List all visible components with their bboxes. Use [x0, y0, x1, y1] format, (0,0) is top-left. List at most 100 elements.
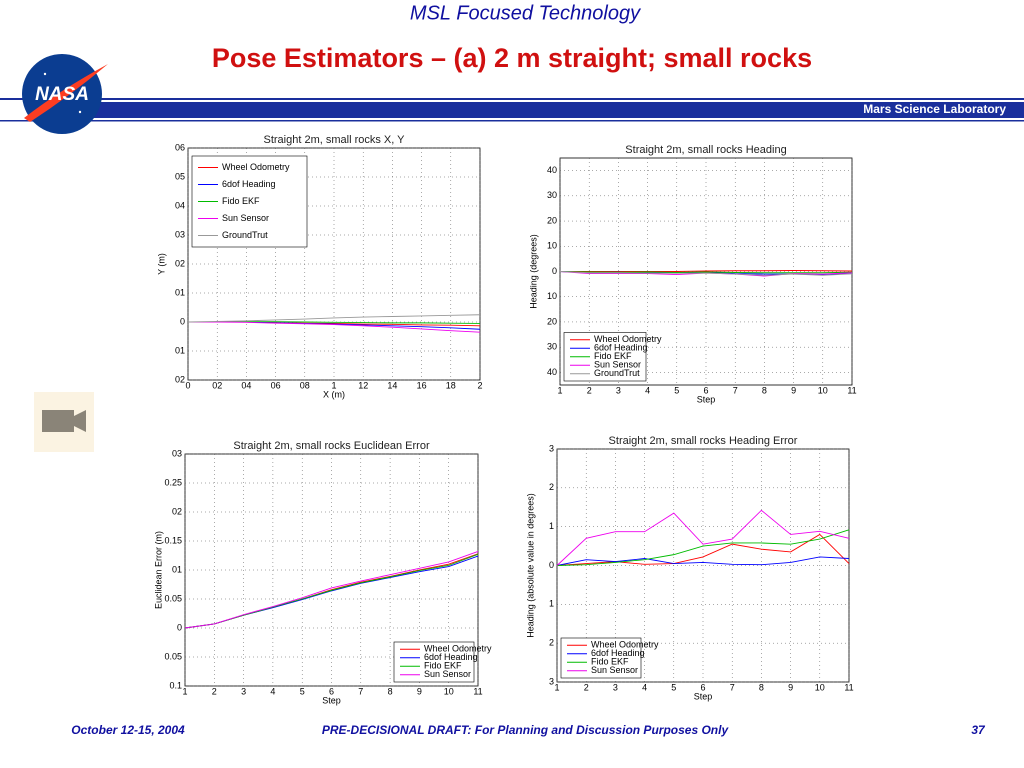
series-line — [556, 533, 850, 566]
x-tick-label: 12 — [358, 380, 368, 390]
y-tick-label: 1 — [549, 521, 554, 531]
banner-line — [0, 120, 1024, 122]
x-tick-label: 3 — [613, 682, 618, 692]
legend-label: Wheel Odometry — [591, 640, 659, 650]
legend-label: Wheel Odometry — [424, 644, 492, 654]
legend-label: 6dof Heading — [424, 652, 478, 662]
y-tick-label: 06 — [175, 142, 185, 152]
footer-date: October 12-15, 2004 — [71, 723, 185, 737]
logo-text: NASA — [35, 84, 89, 105]
camera-body — [42, 410, 74, 432]
x-tick-label: 5 — [674, 385, 679, 395]
x-tick-label: 2 — [584, 682, 589, 692]
y-tick-label: 01 — [175, 287, 185, 297]
x-tick-label: 1 — [554, 682, 559, 692]
x-tick-label: 06 — [271, 380, 281, 390]
camera-lens — [74, 410, 86, 432]
legend-box — [393, 641, 475, 683]
star — [43, 72, 47, 76]
legend-label: GroundTrut — [222, 230, 268, 240]
y-tick-label: 40 — [547, 367, 557, 377]
series-line — [556, 556, 850, 566]
x-tick-label: 11 — [847, 385, 856, 395]
x-tick-label: 1 — [331, 380, 336, 390]
page-number: 37 — [971, 723, 986, 737]
y-tick-label: 30 — [547, 190, 557, 200]
star — [78, 110, 82, 114]
x-tick-label: 5 — [671, 682, 676, 692]
x-tick-label: 2 — [477, 380, 482, 390]
series-line — [559, 271, 853, 276]
legend-label: Fido EKF — [424, 661, 462, 671]
y-tick-label: 0.05 — [164, 651, 182, 661]
legend-label: Sun Sensor — [594, 360, 641, 370]
y-tick-label: 2 — [549, 482, 554, 492]
legend-label: Fido EKF — [594, 351, 632, 361]
y-tick-label: 3 — [549, 443, 554, 453]
y-tick-label: 3 — [549, 676, 554, 686]
x-tick-label: 7 — [358, 686, 363, 696]
y-tick-label: 05 — [175, 171, 185, 181]
x-tick-label: 1 — [182, 686, 187, 696]
x-tick-label: 6 — [703, 385, 708, 395]
logo-swoosh — [24, 64, 108, 122]
x-tick-label: 9 — [788, 682, 793, 692]
x-tick-label: 1 — [557, 385, 562, 395]
x-tick-label: 11 — [844, 682, 853, 692]
y-tick-label: 20 — [547, 316, 557, 326]
legend-label: 6dof Heading — [594, 343, 648, 353]
x-tick-label: 9 — [791, 385, 796, 395]
y-tick-label: 0.25 — [164, 477, 182, 487]
chart-title: Straight 2m, small rocks Heading — [625, 144, 786, 156]
x-tick-label: 04 — [241, 380, 251, 390]
x-tick-label: 8 — [388, 686, 393, 696]
x-tick-label: 4 — [642, 682, 647, 692]
x-tick-label: 3 — [616, 385, 621, 395]
y-tick-label: 1 — [549, 599, 554, 609]
legend-label: 6dof Heading — [591, 648, 645, 658]
y-tick-label: 02 — [172, 506, 182, 516]
chart-title: Straight 2m, small rocks Heading Error — [609, 435, 798, 447]
x-tick-label: 5 — [300, 686, 305, 696]
y-tick-label: 10 — [547, 291, 557, 301]
chart-title: Straight 2m, small rocks Euclidean Error — [233, 440, 430, 452]
x-tick-label: 6 — [700, 682, 705, 692]
y-tick-label: 0 — [177, 622, 182, 632]
x-axis-label: Step — [694, 691, 713, 701]
series-line — [559, 271, 853, 274]
program: MSL Focused Technology — [410, 2, 641, 24]
x-axis-label: Step — [322, 695, 341, 705]
x-tick-label: 2 — [212, 686, 217, 696]
legend-label: Wheel Odometry — [222, 162, 290, 172]
y-tick-label: 10 — [547, 241, 557, 251]
y-tick-label: 01 — [172, 564, 182, 574]
y-tick-label: 0.1 — [169, 680, 182, 690]
y-tick-label: 03 — [175, 229, 185, 239]
x-tick-label: 10 — [815, 682, 825, 692]
x-tick-label: 8 — [762, 385, 767, 395]
series-line — [184, 551, 479, 629]
y-tick-label: 02 — [175, 258, 185, 268]
y-tick-label: 04 — [175, 200, 185, 210]
x-axis-label: Step — [697, 394, 716, 404]
y-tick-label: 0 — [552, 266, 557, 276]
x-tick-label: 6 — [329, 686, 334, 696]
x-tick-label: 11 — [473, 686, 482, 696]
legend-label: Fido EKF — [222, 196, 260, 206]
legend-label: Fido EKF — [591, 657, 629, 667]
legend-label: Sun Sensor — [222, 213, 269, 223]
y-tick-label: 20 — [547, 215, 557, 225]
y-tick-label: 30 — [547, 342, 557, 352]
x-tick-label: 7 — [733, 385, 738, 395]
banner-line — [0, 98, 1024, 100]
footer-notice: PRE-DECISIONAL DRAFT: For Planning and D… — [322, 723, 730, 737]
y-axis-label: Heading (absolute value in degrees) — [525, 493, 535, 638]
chart-title: Straight 2m, small rocks X, Y — [263, 134, 405, 146]
y-axis-label: Euclidean Error (m) — [153, 531, 163, 609]
x-tick-label: 08 — [300, 380, 310, 390]
x-tick-label: 2 — [587, 385, 592, 395]
x-tick-label: 8 — [759, 682, 764, 692]
series-line — [556, 509, 850, 566]
legend-label: Sun Sensor — [591, 665, 638, 675]
